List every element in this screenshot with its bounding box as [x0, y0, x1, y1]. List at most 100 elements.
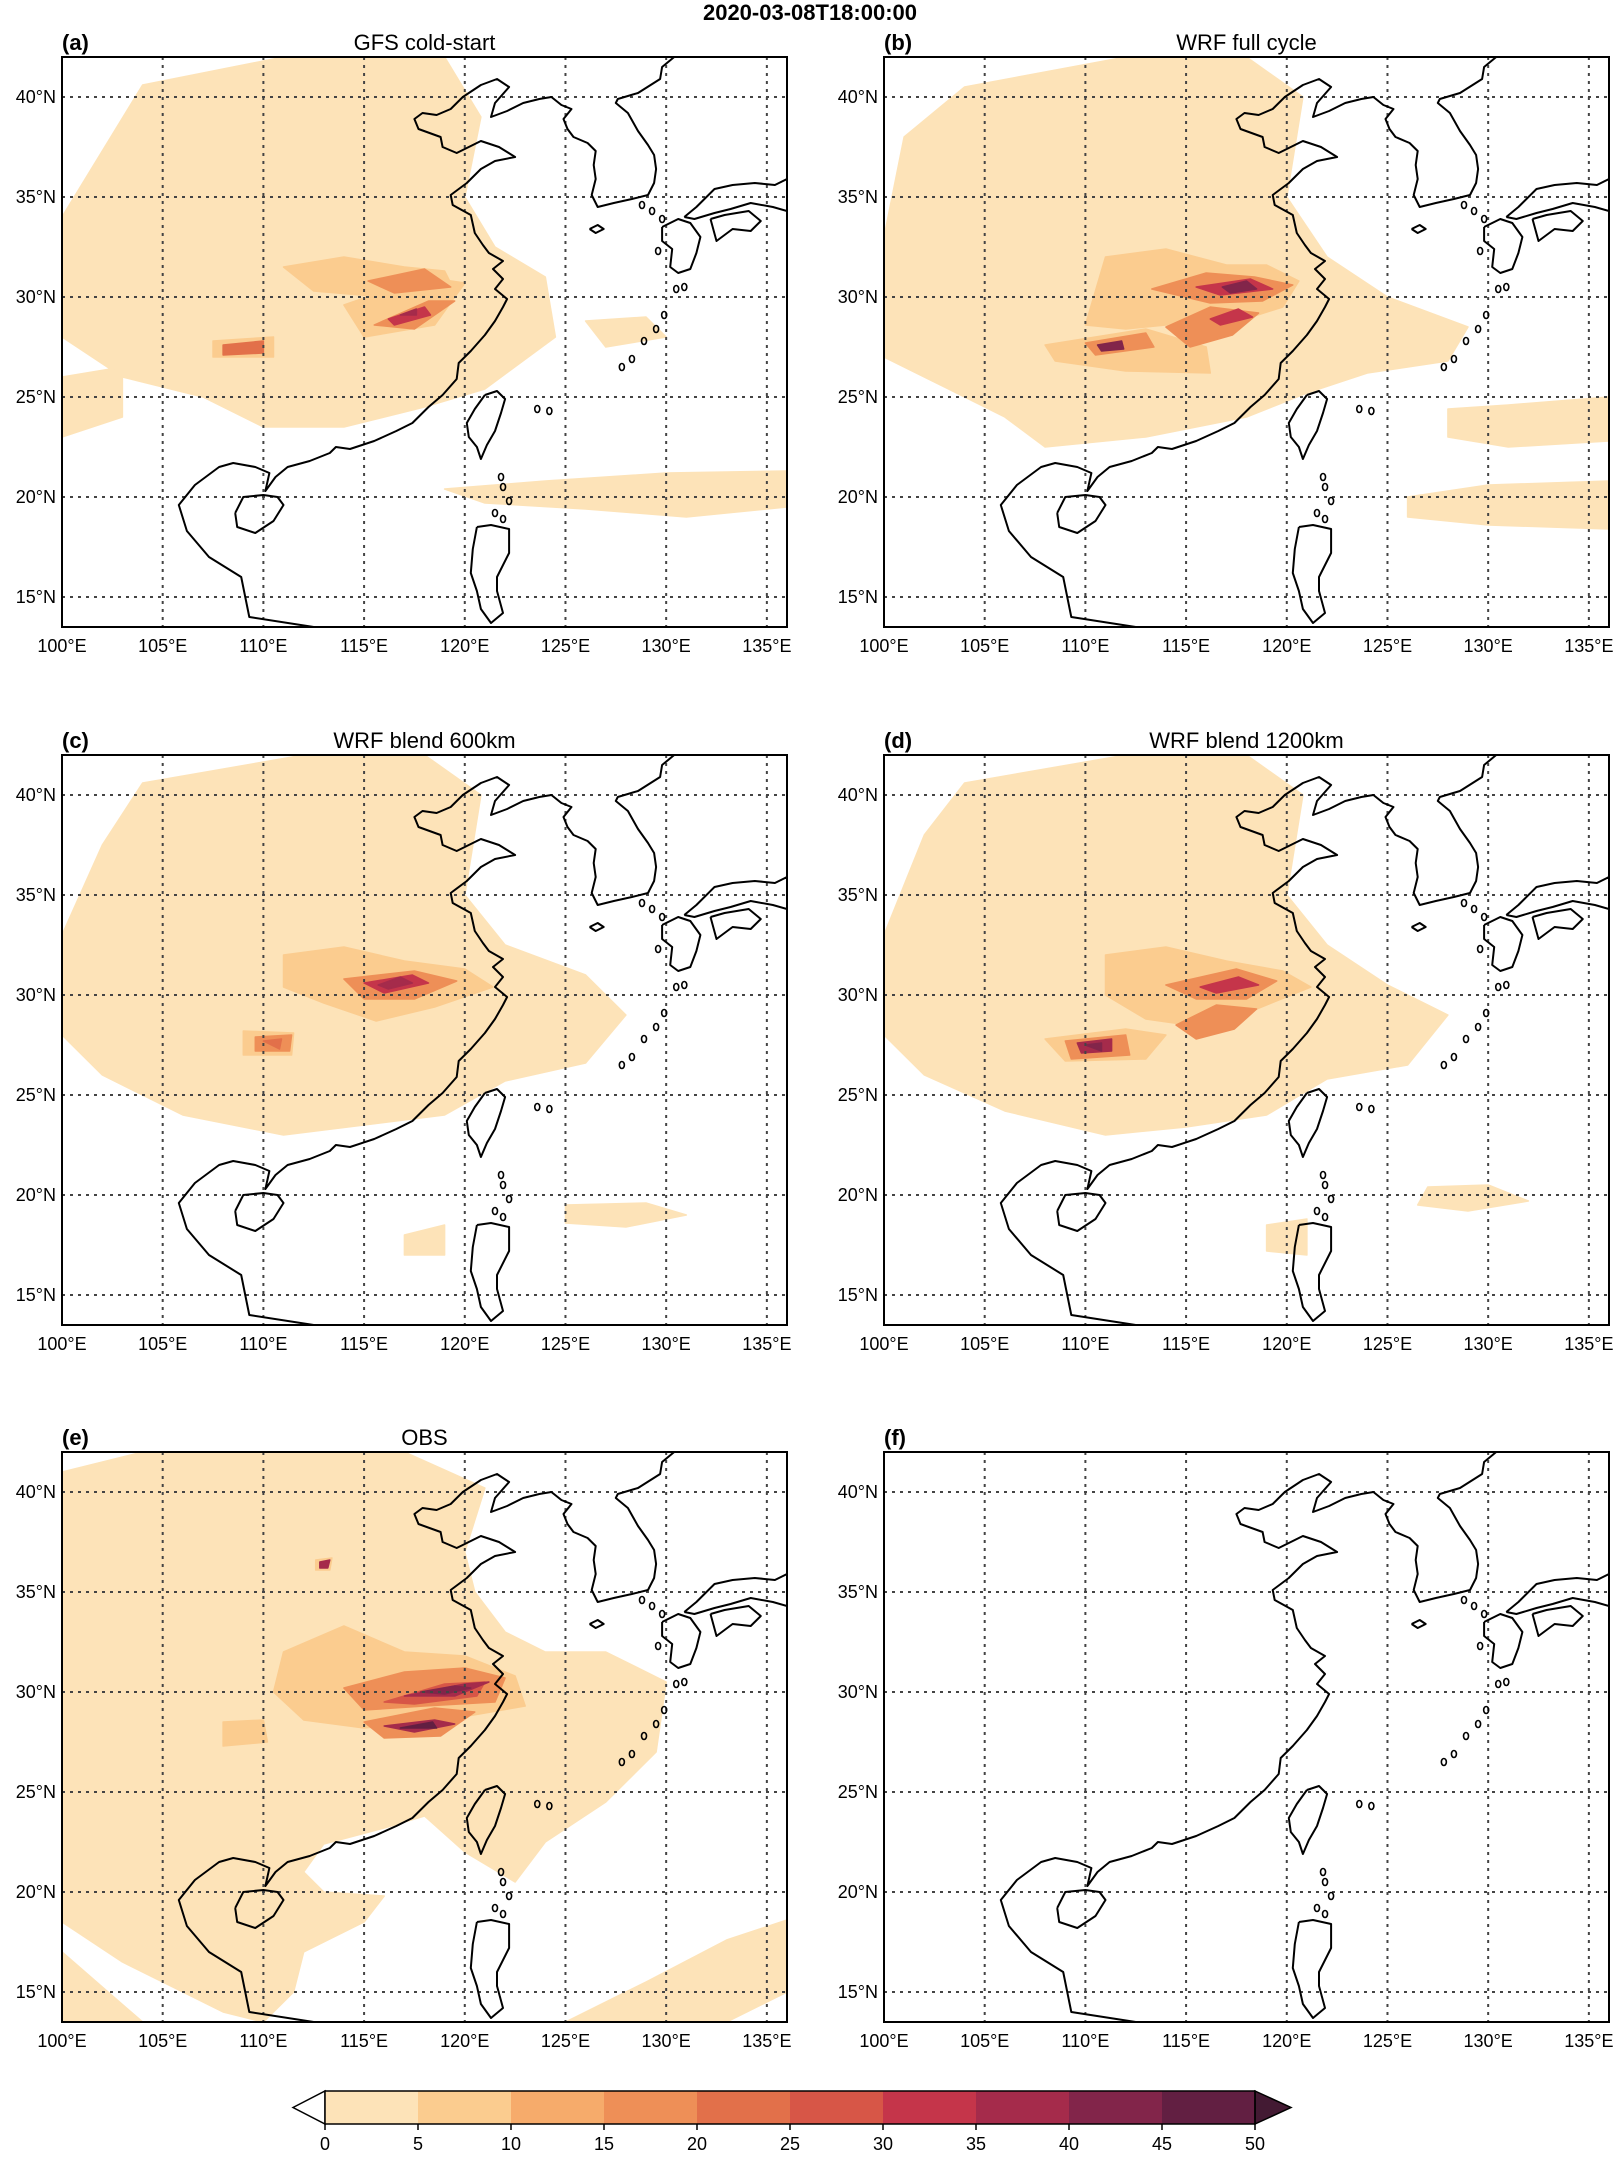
lon-tick-label: 110°E [1061, 1334, 1109, 1354]
small-island [1327, 496, 1335, 506]
small-island [1462, 1731, 1470, 1741]
small-island [1440, 1060, 1448, 1070]
small-island [1480, 214, 1488, 224]
small-island [491, 1903, 499, 1913]
small-island [1482, 1705, 1490, 1715]
lon-tick-label: 115°E [1162, 1334, 1210, 1354]
lon-tick-label: 110°E [1061, 2031, 1109, 2051]
small-island [628, 1052, 636, 1062]
precip-patch [399, 1721, 438, 1729]
small-island [1460, 200, 1468, 210]
coastline-island [1291, 1222, 1333, 1322]
map-background [884, 1452, 1609, 2022]
lat-tick-label: 30°N [838, 1682, 878, 1702]
small-island [652, 1022, 660, 1032]
small-island [1368, 1801, 1375, 1811]
small-island [491, 1206, 499, 1216]
coastline-island [234, 494, 285, 534]
small-island [1482, 1008, 1490, 1018]
lon-tick-label: 100°E [37, 1334, 86, 1354]
lat-tick-label: 35°N [16, 1582, 56, 1602]
lon-tick-label: 100°E [859, 2031, 908, 2051]
small-island [533, 404, 541, 414]
lon-tick-label: 105°E [138, 636, 187, 656]
coastline-island [465, 390, 507, 460]
small-island [640, 336, 648, 346]
coastline-island [683, 178, 787, 220]
lat-tick-label: 35°N [838, 1582, 878, 1602]
colorbar-tick-label: 25 [780, 2134, 800, 2154]
panel-title: GFS cold-start [354, 30, 496, 55]
small-island [491, 508, 499, 518]
lat-tick-label: 40°N [838, 1482, 878, 1502]
map-area [884, 1452, 1609, 2022]
map-panel-b: 100°E 105°E 110°E 115°E 120°E 125°E 130°E 135°E… [838, 30, 1614, 656]
map-panel-d: 100°E 105°E 110°E 115°E 120°E 125°E 130°E 135°E… [838, 728, 1614, 1354]
lon-tick-label: 135°E [742, 2031, 791, 2051]
precip-patch [1209, 308, 1254, 326]
small-island [680, 980, 688, 990]
small-island [658, 912, 666, 922]
coastline-mainland [999, 1452, 1497, 2022]
coastline-island [469, 524, 511, 624]
lon-tick-label: 110°E [1061, 636, 1109, 656]
map-panel-f: 100°E 105°E 110°E 115°E 120°E 125°E 130°E 135°E… [838, 1425, 1614, 2051]
lat-tick-label: 40°N [16, 1482, 56, 1502]
colorbar-bin [976, 2091, 1070, 2124]
lat-tick-label: 30°N [838, 985, 878, 1005]
small-island [648, 904, 656, 914]
small-island [1355, 1799, 1363, 1809]
panel-title: WRF full cycle [1176, 30, 1317, 55]
coastline-island [1287, 390, 1329, 460]
small-island [499, 514, 507, 524]
panel-title: OBS [401, 1425, 447, 1450]
small-island [1321, 482, 1329, 492]
lon-tick-label: 105°E [960, 1334, 1009, 1354]
colorbar-tick-label: 45 [1152, 2134, 1172, 2154]
coastline-island [465, 1785, 507, 1855]
small-island [1440, 362, 1448, 372]
colorbar-tick-label: 30 [873, 2134, 893, 2154]
panel-title: WRF blend 1200km [1149, 728, 1343, 753]
small-island [1313, 508, 1321, 518]
lon-tick-label: 120°E [1262, 636, 1311, 656]
panel-label: (d) [884, 728, 912, 753]
small-island [618, 1060, 626, 1070]
small-island [652, 1719, 660, 1729]
small-island [546, 1104, 553, 1114]
lon-tick-label: 135°E [742, 636, 791, 656]
lat-tick-label: 30°N [838, 287, 878, 307]
lon-tick-label: 125°E [1363, 2031, 1412, 2051]
small-island [672, 284, 680, 294]
colorbar-bin [325, 2091, 419, 2124]
lon-tick-label: 120°E [440, 1334, 489, 1354]
small-island [1474, 324, 1482, 334]
coastline-island [1531, 1605, 1584, 1637]
lat-tick-label: 15°N [16, 1982, 56, 2002]
lat-tick-label: 30°N [16, 287, 56, 307]
precip-patch [1221, 280, 1258, 294]
lon-tick-label: 115°E [340, 1334, 388, 1354]
small-island [658, 1609, 666, 1619]
precip-patch [884, 755, 1449, 1136]
small-island [1480, 1609, 1488, 1619]
coastline-island [661, 218, 702, 274]
small-island [1321, 1909, 1329, 1919]
lon-tick-label: 130°E [642, 1334, 691, 1354]
coastline-island [469, 1919, 511, 2019]
precip-patch [62, 755, 627, 1136]
precip-patch [903, 116, 946, 188]
small-island [499, 1180, 507, 1190]
lon-tick-label: 125°E [1363, 1334, 1412, 1354]
small-island [1368, 406, 1375, 416]
map-panel-a: 100°E 105°E 110°E 115°E 120°E 125°E 130°E 135°E… [16, 30, 792, 656]
precip-patch [403, 1224, 446, 1256]
colorbar-tick-label: 0 [320, 2134, 330, 2154]
small-island [654, 246, 662, 256]
coastline-island [589, 922, 605, 932]
small-island [1476, 1641, 1484, 1651]
figure-title: 2020-03-08T18:00:00 [703, 0, 917, 25]
panel-title: WRF blend 600km [333, 728, 515, 753]
lon-tick-label: 100°E [859, 636, 908, 656]
lat-tick-label: 25°N [838, 387, 878, 407]
